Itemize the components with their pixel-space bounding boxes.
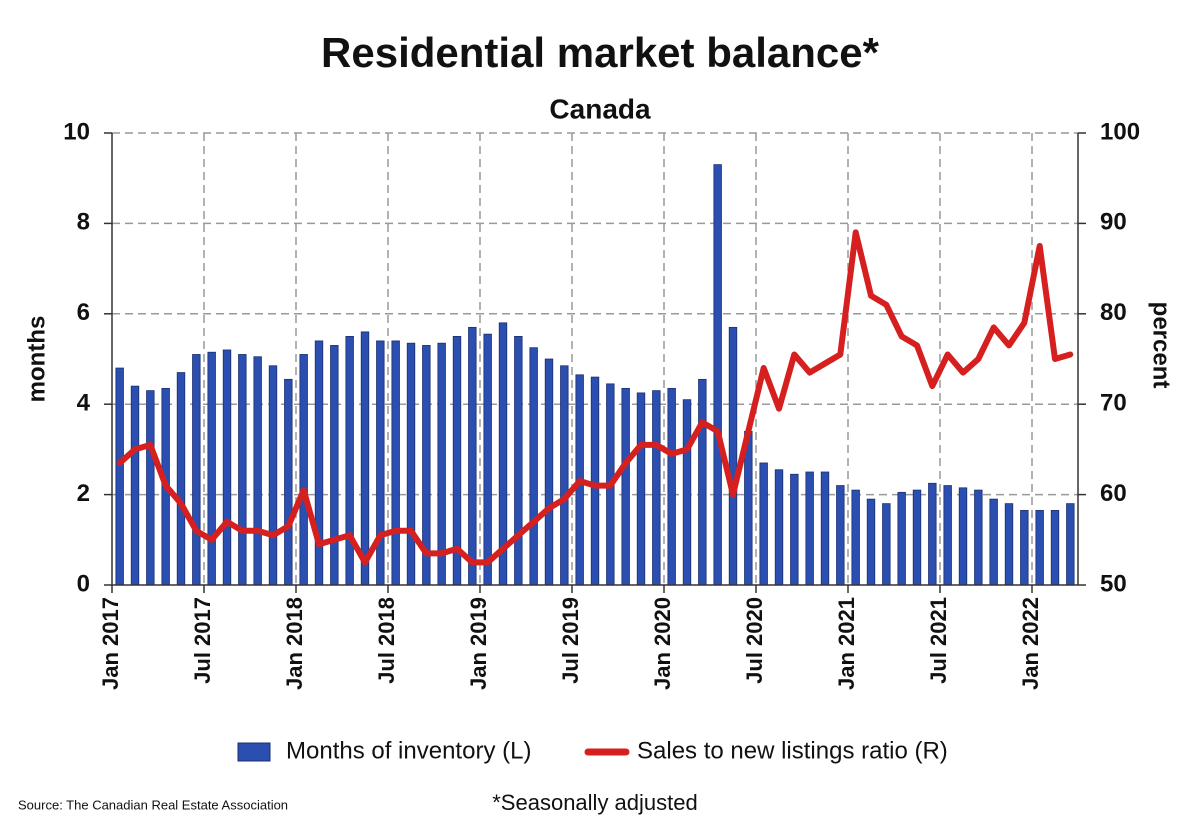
x-tick-label: Jul 2021 [926,597,951,684]
bar [882,503,891,586]
y-tick-label: 6 [77,299,90,326]
bar [621,387,630,586]
x-tick-label: Jan 2020 [650,597,675,690]
y2-tick-label: 80 [1100,299,1127,326]
bar [238,354,247,586]
bar [713,164,722,586]
y2-tick-label: 50 [1100,570,1127,597]
bar [836,485,845,586]
bar [560,365,569,586]
bar [284,378,293,586]
x-tick-label: Jan 2017 [98,597,123,690]
y2-tick-label: 90 [1100,209,1127,236]
footnote: *Seasonally adjusted [492,790,697,815]
y2-tick-label: 60 [1100,480,1127,507]
bar [391,340,400,586]
bar [866,498,876,586]
bar [360,331,370,586]
legend-label: Months of inventory (L) [286,737,531,764]
bar [805,471,814,586]
bar [759,462,768,586]
bar [146,390,155,586]
bar [928,482,937,586]
bar [974,489,983,586]
x-tick-label: Jul 2020 [742,597,767,684]
bar [406,342,416,586]
bar [268,365,278,586]
bar [176,372,186,586]
y2-axis-label: percent [1148,302,1175,389]
bar [253,356,262,586]
x-tick-label: Jul 2019 [558,597,583,684]
bar [682,399,692,586]
bar [820,471,830,586]
bar [912,489,922,586]
chart-title: Residential market balance* [321,29,880,76]
bar [483,333,492,586]
bar [207,351,216,586]
y-tick-label: 4 [77,390,91,417]
bar [1066,503,1075,586]
y-tick-label: 2 [77,480,90,507]
bar [989,498,998,586]
bar [130,385,140,586]
bar [667,387,676,586]
x-tick-label: Jan 2019 [466,597,491,690]
y2-tick-label: 100 [1100,118,1140,145]
line [116,229,1074,566]
x-tick-label: Jul 2017 [190,597,215,684]
source-note: Source: The Canadian Real Estate Associa… [18,797,288,812]
bar [192,354,201,586]
bar [330,345,339,586]
bar [652,390,661,586]
x-tick-label: Jan 2021 [834,597,859,690]
bar [1050,510,1060,586]
bar [314,340,324,586]
bar [774,469,784,586]
bar [1035,510,1044,586]
bar [529,347,538,586]
bar [943,485,952,586]
bar [299,354,308,586]
y2-tick-label: 70 [1100,390,1127,417]
bar [1020,510,1029,586]
bar [345,335,354,586]
y-axis-label: months [23,316,50,403]
y-tick-label: 8 [77,209,90,236]
bar [636,392,646,586]
bar [1004,503,1014,586]
bar [376,340,385,586]
bar [958,487,968,586]
bar [728,326,738,586]
bar [590,376,600,586]
x-tick-label: Jul 2018 [374,597,399,684]
bar [790,473,799,586]
bar [514,335,523,586]
y-tick-label: 10 [63,118,90,145]
bar [544,358,554,586]
x-tick-label: Jan 2022 [1018,597,1043,690]
bar [222,349,232,586]
y-tick-label: 0 [77,570,90,597]
bar [437,342,446,586]
bar [897,491,906,586]
legend-swatch [237,742,271,762]
bar [115,367,124,586]
bar [851,489,860,586]
bar [698,378,707,586]
x-tick-label: Jan 2018 [282,597,307,690]
chart-subtitle: Canada [549,93,651,124]
bar [468,326,477,586]
legend-label: Sales to new listings ratio (R) [637,737,948,764]
